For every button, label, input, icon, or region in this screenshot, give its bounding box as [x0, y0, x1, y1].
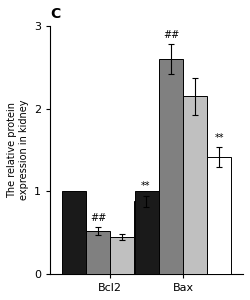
Bar: [86, 231, 110, 274]
Y-axis label: The relative protein
expression in kidney: The relative protein expression in kidne…: [7, 100, 28, 200]
Text: **: **: [141, 182, 151, 191]
Bar: [183, 97, 207, 274]
Bar: [159, 59, 183, 274]
Bar: [207, 157, 231, 274]
Text: **: **: [214, 133, 224, 143]
Bar: [110, 237, 134, 274]
Text: ##: ##: [163, 30, 180, 40]
Bar: [62, 191, 86, 274]
Text: ##: ##: [90, 213, 106, 223]
Text: C: C: [50, 7, 60, 21]
Bar: [135, 191, 159, 274]
Bar: [134, 201, 158, 274]
